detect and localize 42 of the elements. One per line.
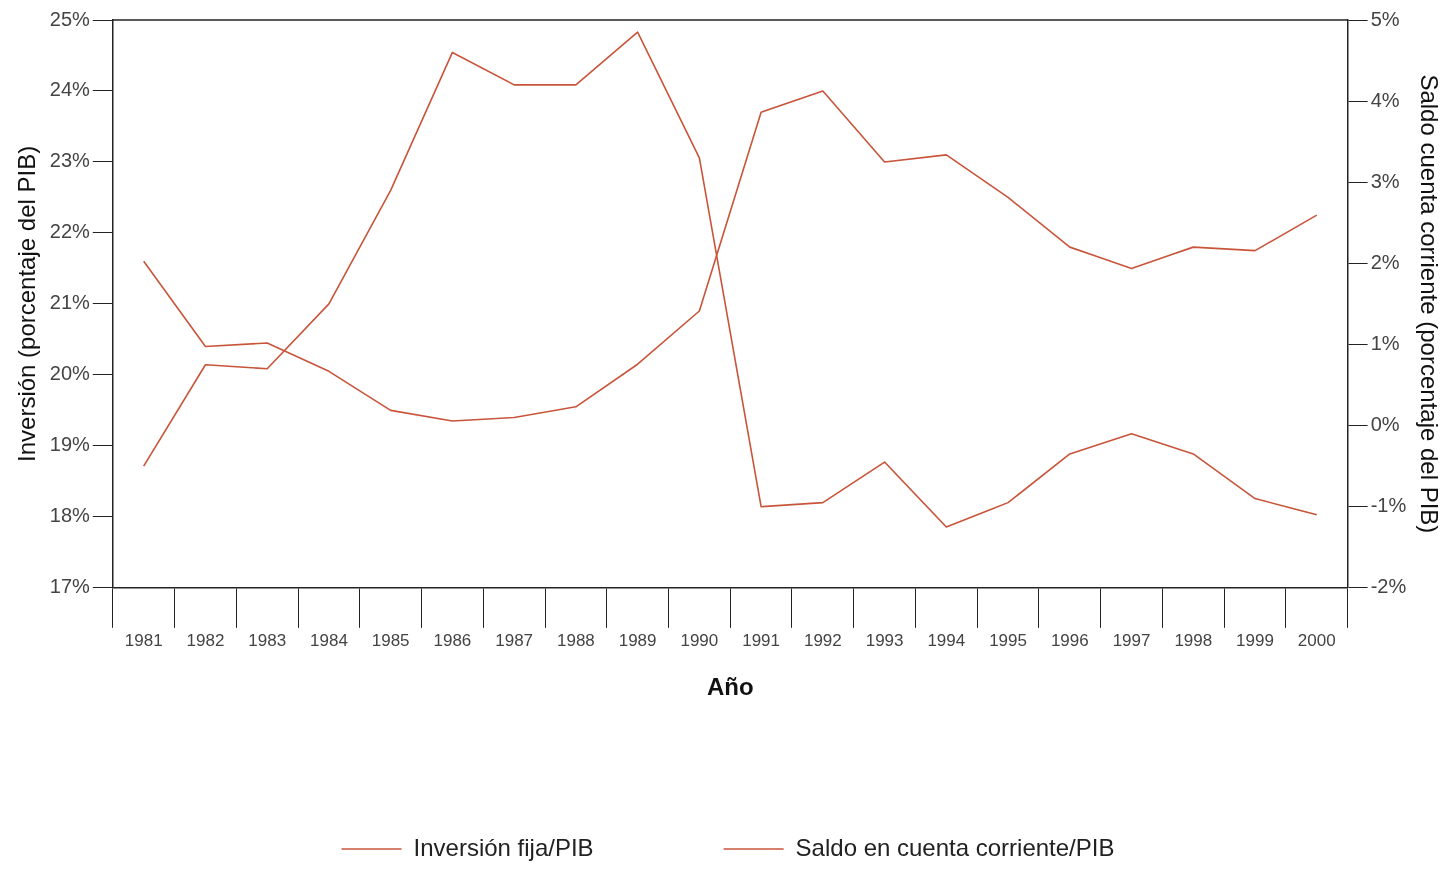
x-tick-label: 1984 — [310, 630, 348, 650]
x-tick-label: 1991 — [742, 630, 781, 650]
y-axis-title: Inversión (porcentaje del PIB) — [13, 145, 41, 462]
y2-tick-label: 2% — [1370, 250, 1400, 273]
x-tick-label: 2000 — [1297, 630, 1336, 650]
y-tick-label: 18% — [49, 504, 91, 527]
y2-tick-label: 0% — [1370, 413, 1400, 436]
x-tick-label: 1989 — [618, 630, 657, 650]
y-tick-label: 22% — [49, 220, 91, 243]
y2-tick-label: 4% — [1370, 88, 1400, 111]
x-tick-label: 1999 — [1236, 630, 1274, 650]
legend-label: Saldo en cuenta corriente/PIB — [795, 833, 1115, 861]
y-tick-label: 19% — [49, 433, 91, 456]
x-tick-label: 1995 — [989, 630, 1027, 650]
x-axis-title: Año — [706, 673, 754, 701]
y2-axis-title: Saldo cuenta corriente (porcentaje del PIB) — [1415, 74, 1443, 534]
y-tick-label: 25% — [49, 7, 91, 30]
x-tick-label: 1982 — [186, 630, 225, 650]
x-tick-label: 1981 — [124, 630, 163, 650]
legend-label: Inversión fija/PIB — [413, 833, 594, 861]
y2-tick-label: 1% — [1370, 331, 1400, 354]
x-tick-label: 1986 — [433, 630, 472, 650]
x-tick-label: 1985 — [371, 630, 410, 650]
y2-tick-label: 5% — [1370, 7, 1400, 30]
x-tick-label: 1994 — [927, 630, 966, 650]
x-tick-label: 1993 — [865, 630, 904, 650]
y-tick-label: 23% — [49, 149, 91, 172]
y-tick-label: 17% — [49, 575, 91, 598]
y2-tick-label: 3% — [1370, 169, 1400, 192]
y2-tick-label: -2% — [1370, 575, 1407, 598]
x-tick-label: 1997 — [1112, 630, 1151, 650]
x-tick-label: 1987 — [495, 630, 534, 650]
y2-tick-label: -1% — [1370, 494, 1407, 517]
x-tick-label: 1983 — [248, 630, 287, 650]
x-tick-label: 1998 — [1174, 630, 1213, 650]
x-tick-label: 1996 — [1050, 630, 1089, 650]
x-tick-label: 1990 — [680, 630, 719, 650]
y-tick-label: 24% — [49, 78, 91, 101]
y-tick-label: 20% — [49, 362, 91, 385]
x-tick-label: 1992 — [803, 630, 842, 650]
x-tick-label: 1988 — [556, 630, 595, 650]
y-tick-label: 21% — [49, 291, 91, 314]
